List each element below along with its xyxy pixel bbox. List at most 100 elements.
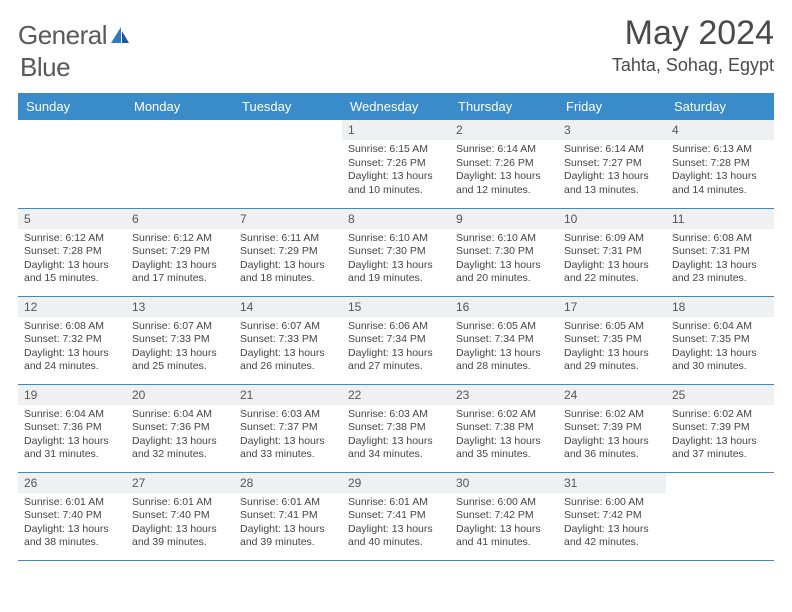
- calendar-day-cell: 10Sunrise: 6:09 AMSunset: 7:31 PMDayligh…: [558, 208, 666, 296]
- day-number: 10: [558, 209, 666, 229]
- calendar-day-cell: 23Sunrise: 6:02 AMSunset: 7:38 PMDayligh…: [450, 384, 558, 472]
- day-number: 8: [342, 209, 450, 229]
- calendar-day-cell: 1Sunrise: 6:15 AMSunset: 7:26 PMDaylight…: [342, 120, 450, 208]
- calendar-day-cell: 28Sunrise: 6:01 AMSunset: 7:41 PMDayligh…: [234, 472, 342, 560]
- calendar-day-cell: 19Sunrise: 6:04 AMSunset: 7:36 PMDayligh…: [18, 384, 126, 472]
- calendar-week-row: 12Sunrise: 6:08 AMSunset: 7:32 PMDayligh…: [18, 296, 774, 384]
- day-content: Sunrise: 6:03 AMSunset: 7:37 PMDaylight:…: [234, 405, 342, 468]
- day-content: Sunrise: 6:13 AMSunset: 7:28 PMDaylight:…: [666, 140, 774, 203]
- day-content: Sunrise: 6:04 AMSunset: 7:35 PMDaylight:…: [666, 317, 774, 380]
- day-content: Sunrise: 6:15 AMSunset: 7:26 PMDaylight:…: [342, 140, 450, 203]
- calendar-body: ...1Sunrise: 6:15 AMSunset: 7:26 PMDayli…: [18, 120, 774, 560]
- day-content: Sunrise: 6:01 AMSunset: 7:41 PMDaylight:…: [234, 493, 342, 556]
- day-content: Sunrise: 6:02 AMSunset: 7:38 PMDaylight:…: [450, 405, 558, 468]
- day-content: Sunrise: 6:08 AMSunset: 7:32 PMDaylight:…: [18, 317, 126, 380]
- calendar-day-cell: 18Sunrise: 6:04 AMSunset: 7:35 PMDayligh…: [666, 296, 774, 384]
- day-content: Sunrise: 6:02 AMSunset: 7:39 PMDaylight:…: [558, 405, 666, 468]
- calendar-day-cell: 25Sunrise: 6:02 AMSunset: 7:39 PMDayligh…: [666, 384, 774, 472]
- calendar-day-cell: 22Sunrise: 6:03 AMSunset: 7:38 PMDayligh…: [342, 384, 450, 472]
- weekday-header: Saturday: [666, 93, 774, 120]
- calendar-day-cell: 12Sunrise: 6:08 AMSunset: 7:32 PMDayligh…: [18, 296, 126, 384]
- calendar-day-cell: 11Sunrise: 6:08 AMSunset: 7:31 PMDayligh…: [666, 208, 774, 296]
- day-content: Sunrise: 6:14 AMSunset: 7:27 PMDaylight:…: [558, 140, 666, 203]
- day-number: 30: [450, 473, 558, 493]
- day-content: Sunrise: 6:12 AMSunset: 7:28 PMDaylight:…: [18, 229, 126, 292]
- day-content: Sunrise: 6:07 AMSunset: 7:33 PMDaylight:…: [234, 317, 342, 380]
- day-content: Sunrise: 6:03 AMSunset: 7:38 PMDaylight:…: [342, 405, 450, 468]
- day-number: 25: [666, 385, 774, 405]
- day-number: 12: [18, 297, 126, 317]
- day-number: 22: [342, 385, 450, 405]
- weekday-header: Thursday: [450, 93, 558, 120]
- calendar-day-cell: 15Sunrise: 6:06 AMSunset: 7:34 PMDayligh…: [342, 296, 450, 384]
- calendar-day-cell: 20Sunrise: 6:04 AMSunset: 7:36 PMDayligh…: [126, 384, 234, 472]
- calendar-day-cell: 7Sunrise: 6:11 AMSunset: 7:29 PMDaylight…: [234, 208, 342, 296]
- calendar-day-cell: 31Sunrise: 6:00 AMSunset: 7:42 PMDayligh…: [558, 472, 666, 560]
- day-number: 29: [342, 473, 450, 493]
- day-number: 11: [666, 209, 774, 229]
- day-number: 7: [234, 209, 342, 229]
- location-subtitle: Tahta, Sohag, Egypt: [612, 55, 774, 76]
- sail-icon: [109, 25, 131, 47]
- day-content: Sunrise: 6:04 AMSunset: 7:36 PMDaylight:…: [18, 405, 126, 468]
- day-content: Sunrise: 6:12 AMSunset: 7:29 PMDaylight:…: [126, 229, 234, 292]
- day-number: 4: [666, 120, 774, 140]
- day-number: 27: [126, 473, 234, 493]
- day-content: Sunrise: 6:02 AMSunset: 7:39 PMDaylight:…: [666, 405, 774, 468]
- weekday-header: Wednesday: [342, 93, 450, 120]
- day-number: 20: [126, 385, 234, 405]
- day-number: 26: [18, 473, 126, 493]
- calendar-day-cell: 8Sunrise: 6:10 AMSunset: 7:30 PMDaylight…: [342, 208, 450, 296]
- brand-logo: General: [18, 20, 133, 51]
- calendar-day-cell: 5Sunrise: 6:12 AMSunset: 7:28 PMDaylight…: [18, 208, 126, 296]
- calendar-week-row: ...1Sunrise: 6:15 AMSunset: 7:26 PMDayli…: [18, 120, 774, 208]
- day-number: 18: [666, 297, 774, 317]
- day-number: 9: [450, 209, 558, 229]
- weekday-header: Friday: [558, 93, 666, 120]
- calendar-day-cell: 3Sunrise: 6:14 AMSunset: 7:27 PMDaylight…: [558, 120, 666, 208]
- day-number: 13: [126, 297, 234, 317]
- day-content: Sunrise: 6:05 AMSunset: 7:35 PMDaylight:…: [558, 317, 666, 380]
- day-number: 6: [126, 209, 234, 229]
- calendar-day-cell: 29Sunrise: 6:01 AMSunset: 7:41 PMDayligh…: [342, 472, 450, 560]
- weekday-header: Tuesday: [234, 93, 342, 120]
- calendar-day-cell: .: [18, 120, 126, 208]
- calendar-table: SundayMondayTuesdayWednesdayThursdayFrid…: [18, 93, 774, 561]
- day-content: Sunrise: 6:14 AMSunset: 7:26 PMDaylight:…: [450, 140, 558, 203]
- day-content: Sunrise: 6:09 AMSunset: 7:31 PMDaylight:…: [558, 229, 666, 292]
- day-content: Sunrise: 6:04 AMSunset: 7:36 PMDaylight:…: [126, 405, 234, 468]
- day-number: 3: [558, 120, 666, 140]
- calendar-day-cell: 14Sunrise: 6:07 AMSunset: 7:33 PMDayligh…: [234, 296, 342, 384]
- day-number: 14: [234, 297, 342, 317]
- day-content: Sunrise: 6:01 AMSunset: 7:40 PMDaylight:…: [18, 493, 126, 556]
- day-number: 23: [450, 385, 558, 405]
- calendar-week-row: 26Sunrise: 6:01 AMSunset: 7:40 PMDayligh…: [18, 472, 774, 560]
- calendar-day-cell: 16Sunrise: 6:05 AMSunset: 7:34 PMDayligh…: [450, 296, 558, 384]
- calendar-day-cell: 9Sunrise: 6:10 AMSunset: 7:30 PMDaylight…: [450, 208, 558, 296]
- day-content: Sunrise: 6:01 AMSunset: 7:40 PMDaylight:…: [126, 493, 234, 556]
- calendar-day-cell: 30Sunrise: 6:00 AMSunset: 7:42 PMDayligh…: [450, 472, 558, 560]
- day-number: 24: [558, 385, 666, 405]
- title-block: May 2024 Tahta, Sohag, Egypt: [612, 14, 774, 76]
- weekday-header: Monday: [126, 93, 234, 120]
- day-number: 16: [450, 297, 558, 317]
- day-content: Sunrise: 6:11 AMSunset: 7:29 PMDaylight:…: [234, 229, 342, 292]
- day-content: Sunrise: 6:10 AMSunset: 7:30 PMDaylight:…: [450, 229, 558, 292]
- day-content: Sunrise: 6:06 AMSunset: 7:34 PMDaylight:…: [342, 317, 450, 380]
- calendar-day-cell: 17Sunrise: 6:05 AMSunset: 7:35 PMDayligh…: [558, 296, 666, 384]
- day-content: Sunrise: 6:00 AMSunset: 7:42 PMDaylight:…: [558, 493, 666, 556]
- calendar-day-cell: 13Sunrise: 6:07 AMSunset: 7:33 PMDayligh…: [126, 296, 234, 384]
- day-number: 17: [558, 297, 666, 317]
- calendar-day-cell: 4Sunrise: 6:13 AMSunset: 7:28 PMDaylight…: [666, 120, 774, 208]
- day-content: Sunrise: 6:07 AMSunset: 7:33 PMDaylight:…: [126, 317, 234, 380]
- day-number: 2: [450, 120, 558, 140]
- weekday-header: Sunday: [18, 93, 126, 120]
- day-content: Sunrise: 6:00 AMSunset: 7:42 PMDaylight:…: [450, 493, 558, 556]
- month-title: May 2024: [612, 14, 774, 53]
- calendar-day-cell: .: [234, 120, 342, 208]
- day-number: 31: [558, 473, 666, 493]
- brand-name-part2: Blue: [20, 52, 70, 82]
- day-number: 1: [342, 120, 450, 140]
- calendar-day-cell: 24Sunrise: 6:02 AMSunset: 7:39 PMDayligh…: [558, 384, 666, 472]
- day-number: 21: [234, 385, 342, 405]
